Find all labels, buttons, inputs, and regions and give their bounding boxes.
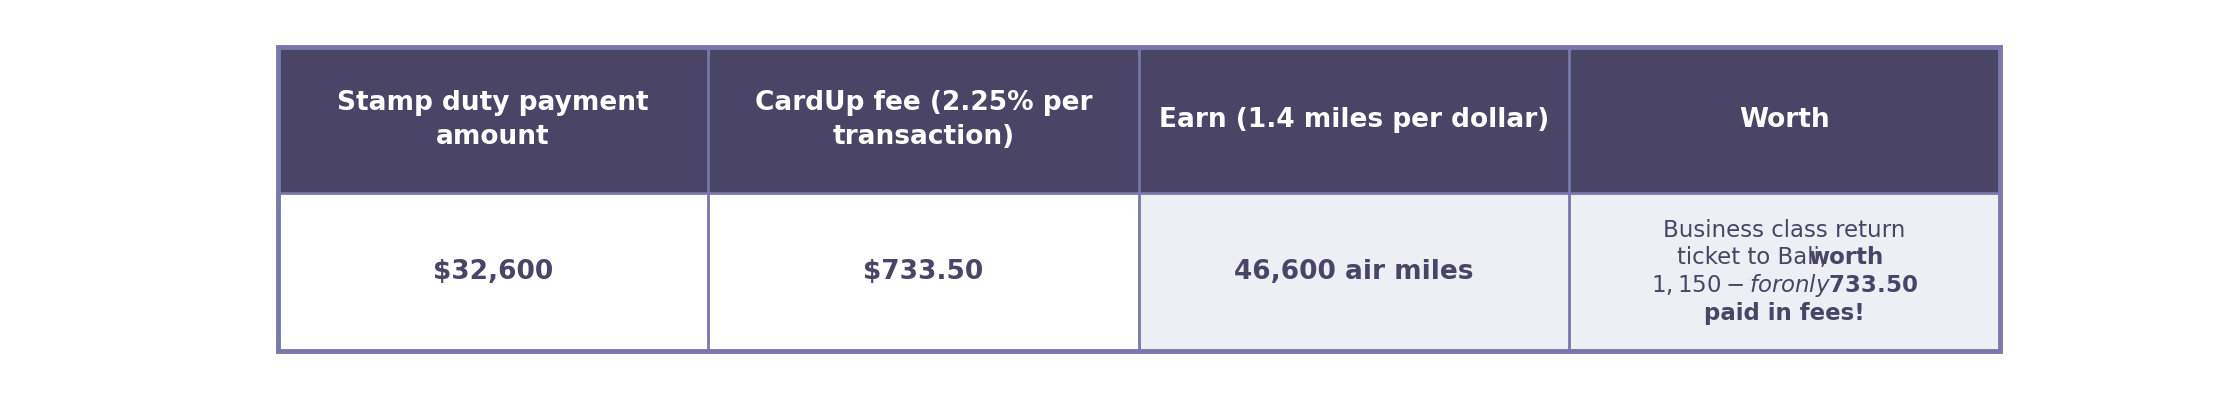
Bar: [278, 193, 709, 351]
Text: 46,600 air miles: 46,600 air miles: [1233, 259, 1473, 285]
Bar: [1569, 193, 2000, 351]
Bar: [278, 47, 2000, 193]
Text: Stamp duty payment
amount: Stamp duty payment amount: [338, 90, 649, 150]
Text: ticket to Bali,: ticket to Bali,: [1678, 246, 1833, 269]
Text: paid in fees!: paid in fees!: [1704, 302, 1864, 325]
Text: $733.50: $733.50: [864, 259, 984, 285]
Text: $32,600: $32,600: [433, 259, 553, 285]
Text: Earn (1.4 miles per dollar): Earn (1.4 miles per dollar): [1160, 107, 1549, 133]
Text: $1,150 - for only $733.50: $1,150 - for only $733.50: [1651, 272, 1918, 299]
Bar: [709, 193, 1140, 351]
Text: Business class return: Business class return: [1664, 219, 1906, 242]
Text: worth: worth: [1809, 246, 1882, 269]
Text: Worth: Worth: [1740, 107, 1831, 133]
Text: CardUp fee (2.25% per
transaction): CardUp fee (2.25% per transaction): [755, 90, 1093, 150]
Bar: [1140, 193, 1569, 351]
